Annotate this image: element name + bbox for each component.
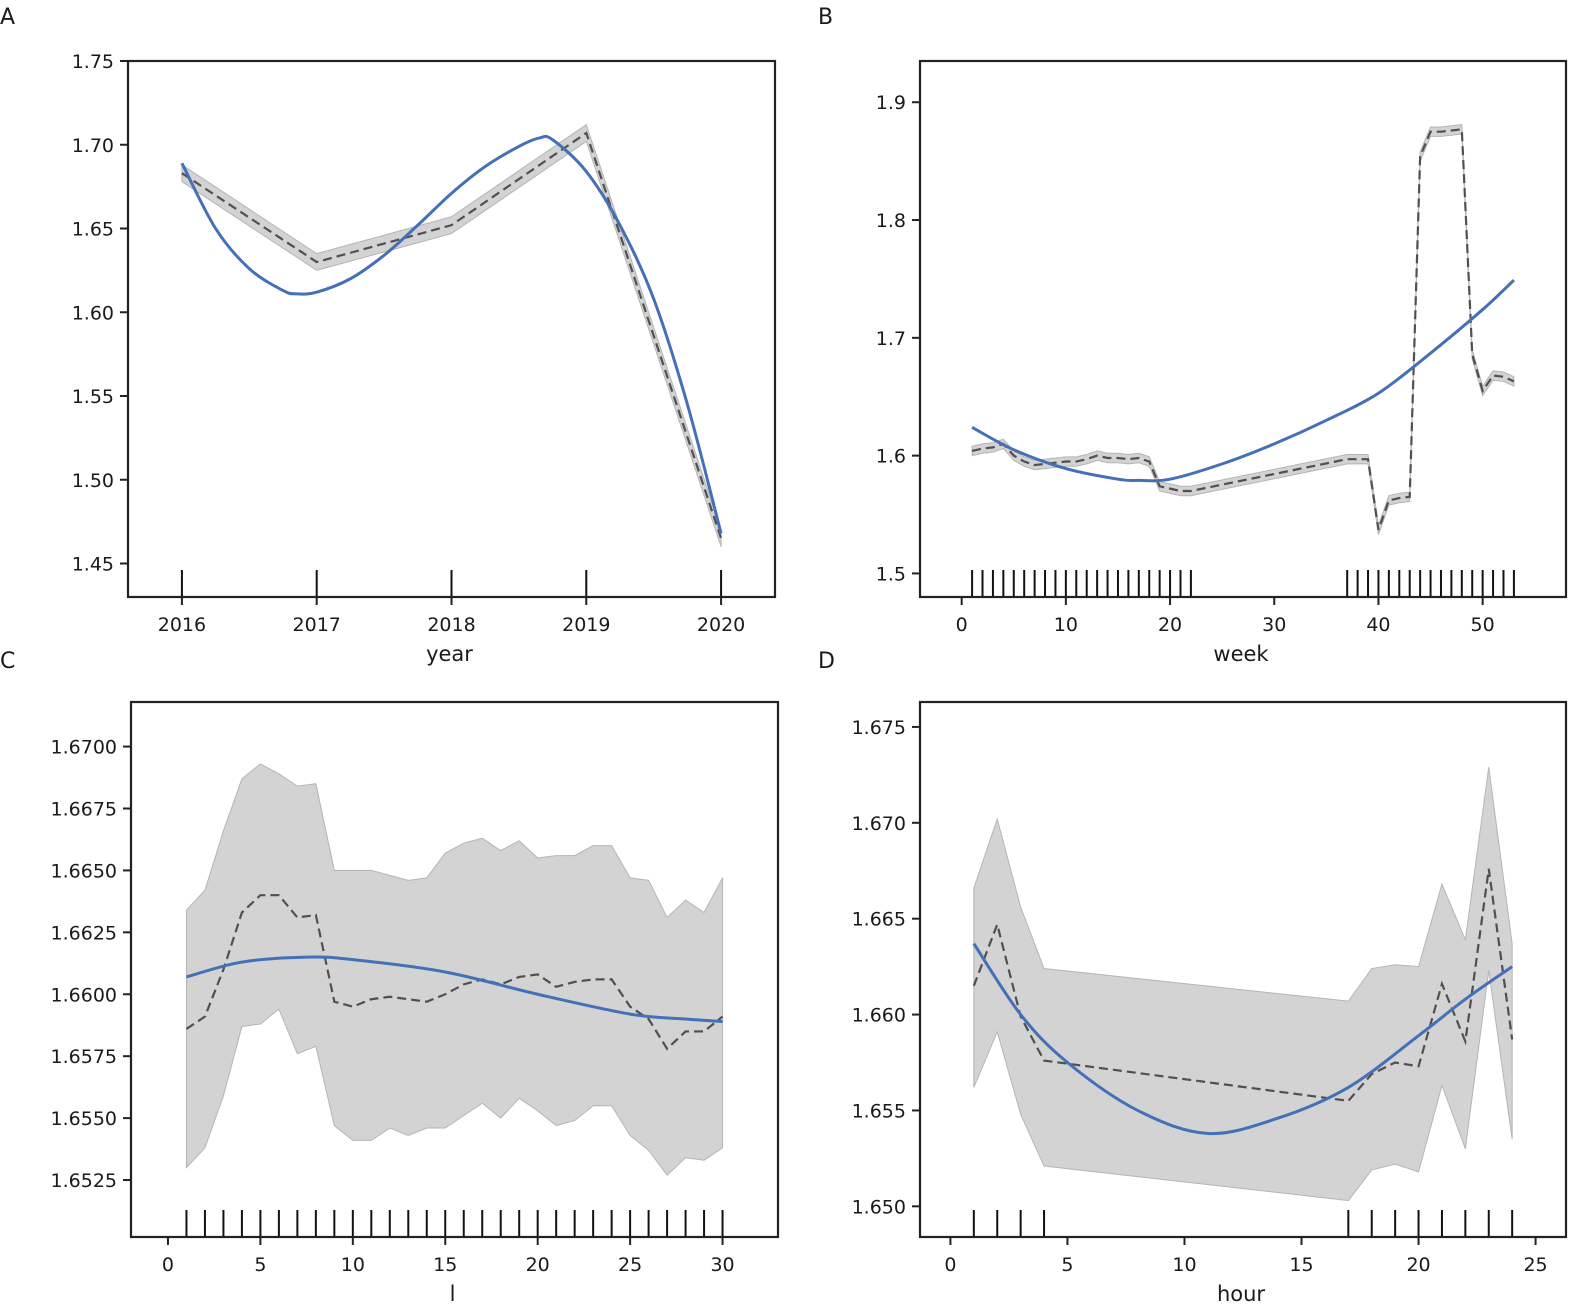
y-tick-label: 1.45 (72, 554, 114, 576)
y-tick-label: 1.5 (876, 563, 906, 585)
confidence-band (974, 767, 1512, 1200)
y-tick-label: 1.670 (852, 813, 906, 835)
axes-frame (920, 61, 1566, 597)
panel-letter: D (818, 649, 835, 674)
x-tick-label: 30 (1262, 614, 1286, 636)
panel-a: A 2016 2017 2018 2019 2020 1.45 1.50 1.55 1.60 1.6… (0, 5, 775, 666)
y-tick-label: 1.6 (876, 446, 906, 468)
y-tick-label: 1.6675 (51, 799, 117, 821)
y-tick-label: 1.70 (72, 135, 114, 157)
x-tick-label: 20 (1406, 1254, 1430, 1276)
y-tick-label: 1.50 (72, 470, 114, 492)
y-tick-label: 1.655 (852, 1100, 906, 1122)
y-tick-label: 1.665 (852, 909, 906, 931)
x-tick-label: 10 (341, 1254, 365, 1276)
panel-letter: C (0, 649, 15, 674)
x-tick-label: 30 (710, 1254, 734, 1276)
x-axis-title: year (426, 642, 473, 666)
x-axis-title: l (450, 1282, 456, 1306)
x-tick-label: 5 (254, 1254, 266, 1276)
x-tick-label: 2017 (293, 614, 341, 636)
dashed-estimate-line (972, 129, 1514, 530)
x-tick-label: 15 (433, 1254, 457, 1276)
x-tick-label: 15 (1289, 1254, 1313, 1276)
x-tick-label: 0 (162, 1254, 174, 1276)
x-tick-label: 50 (1471, 614, 1495, 636)
x-axis-title: hour (1217, 1282, 1265, 1306)
y-tick-label: 1.650 (852, 1196, 906, 1218)
y-tick-label: 1.6550 (51, 1108, 117, 1130)
x-tick-label: 20 (526, 1254, 550, 1276)
y-tick-label: 1.65 (72, 219, 114, 241)
y-tick-label: 1.660 (852, 1005, 906, 1027)
y-tick-label: 1.6600 (51, 984, 117, 1006)
axes-frame (128, 61, 775, 597)
x-tick-label: 25 (1523, 1254, 1547, 1276)
x-tick-label: 0 (956, 614, 968, 636)
smooth-fit-line (182, 136, 721, 533)
panel-c: C 0 5 10 15 20 25 30 1.6525 1.6550 1.6575 1.6600 1.6… (0, 649, 778, 1306)
y-tick-label: 1.6575 (51, 1046, 117, 1068)
x-tick-label: 0 (944, 1254, 956, 1276)
confidence-band (186, 764, 722, 1175)
y-tick-label: 1.60 (72, 302, 114, 324)
panel-d: D 0 5 10 15 20 25 1.650 1.655 1.660 1.665 1.670 1.67… (818, 649, 1566, 1306)
x-tick-label: 25 (618, 1254, 642, 1276)
x-tick-label: 2020 (697, 614, 745, 636)
y-tick-label: 1.675 (852, 717, 906, 739)
confidence-band (972, 125, 1514, 535)
y-tick-label: 1.6525 (51, 1170, 117, 1192)
x-tick-label: 5 (1061, 1254, 1073, 1276)
y-tick-label: 1.75 (72, 51, 114, 73)
y-tick-label: 1.8 (876, 210, 906, 232)
y-tick-label: 1.9 (876, 92, 906, 114)
y-tick-label: 1.6625 (51, 922, 117, 944)
x-tick-label: 2016 (158, 614, 206, 636)
x-tick-label: 10 (1054, 614, 1078, 636)
smooth-fit-line (972, 280, 1514, 481)
y-tick-label: 1.7 (876, 328, 906, 350)
confidence-band (182, 125, 721, 547)
x-tick-label: 20 (1158, 614, 1182, 636)
panel-letter: B (818, 5, 833, 30)
x-tick-label: 10 (1172, 1254, 1196, 1276)
y-tick-label: 1.55 (72, 386, 114, 408)
x-tick-label: 2019 (562, 614, 610, 636)
x-axis-title: week (1213, 642, 1269, 666)
y-tick-label: 1.6700 (51, 737, 117, 759)
panel-b: B 0 10 20 30 40 50 1.5 1.6 1.7 1.8 1.9 week (818, 5, 1566, 666)
panel-letter: A (0, 5, 15, 30)
y-tick-label: 1.6650 (51, 860, 117, 882)
x-tick-label: 40 (1366, 614, 1390, 636)
x-tick-label: 2018 (427, 614, 475, 636)
